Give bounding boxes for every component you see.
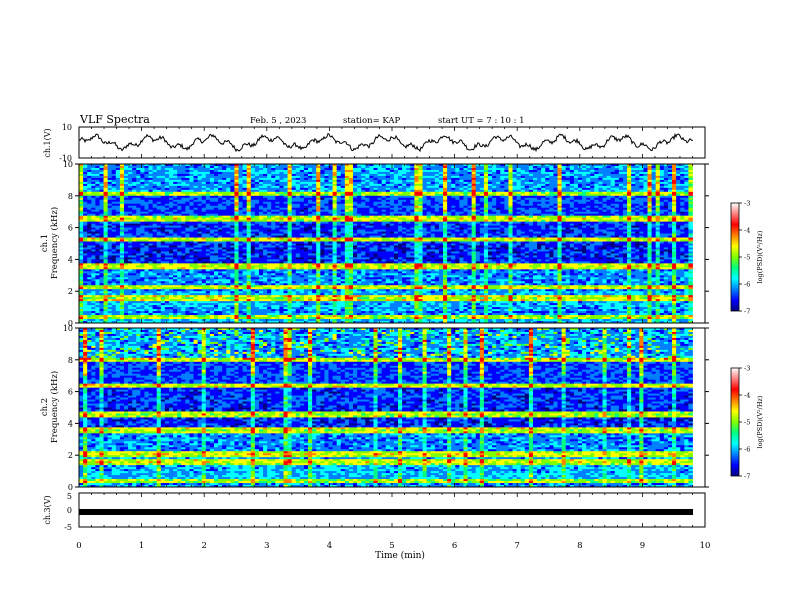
time-tick-label: 1 — [139, 541, 144, 551]
ch1-spectrogram-ylabel-line2: Frequency (kHz) — [49, 207, 60, 279]
ch1-colorbar: -3 -4 -5 -6 -7 log(PSD)(V²/Hz) — [730, 200, 764, 316]
colorbar-tick-label: -5 — [744, 254, 750, 262]
time-axis: 0 1 2 3 4 5 6 7 8 9 10 — [76, 127, 710, 551]
ch1-ytick-bottom: -10 — [59, 154, 72, 163]
start-time-label: start UT = 7 : 10 : 1 — [438, 116, 525, 126]
colorbar-tick-label: -3 — [744, 365, 750, 373]
colorbar-tick-label: -4 — [744, 392, 750, 400]
ch2-ytick-label: 10 — [63, 324, 73, 333]
time-tick-label: 5 — [389, 541, 394, 551]
colorbar-tick-label: -6 — [744, 446, 750, 454]
ch3-ytick-mid: 0 — [67, 506, 72, 515]
ch2-ytick-label: 4 — [68, 419, 73, 428]
colorbar-tick-label: -7 — [744, 308, 750, 316]
ch2-spectrogram-ylabel-line2: Frequency (kHz) — [49, 371, 60, 443]
ch1-ytick-label: 2 — [68, 287, 73, 296]
ch3-ytick-bottom: -5 — [64, 523, 72, 532]
time-tick-label: 4 — [327, 541, 332, 551]
ch1-colorbar-bar — [730, 202, 740, 312]
time-tick-label: 3 — [264, 541, 269, 551]
ch2-spectrogram-image — [79, 328, 693, 488]
ch2-spectrogram-panel: 0 2 4 6 8 10 ch.2 Frequency (kHz) — [40, 324, 709, 492]
ch1-ytick-label: 8 — [68, 192, 73, 201]
colorbar-tick-label: -4 — [744, 227, 750, 235]
ch1-ytick-label: 6 — [68, 224, 73, 233]
ch1-ytick-label: 10 — [63, 160, 73, 169]
ch1-waveform-ylabel: ch.1(V) — [43, 128, 52, 157]
ch2-colorbar: -3 -4 -5 -6 -7 log(PSD)(V²/Hz) — [730, 365, 764, 481]
ch1-spectrogram-ylabel-line1: ch.1 — [40, 234, 50, 252]
ch2-ytick-label: 2 — [68, 451, 73, 460]
time-tick-label: 2 — [201, 541, 206, 551]
ch2-spectrogram-ylabel-line1: ch.2 — [40, 398, 50, 416]
time-tick-label: 10 — [700, 541, 711, 551]
ch1-ytick-label: 4 — [68, 255, 73, 264]
figure-title: VLF Spectra — [79, 113, 150, 126]
ch3-waveform-line — [79, 509, 693, 515]
time-tick-label: 6 — [452, 541, 457, 551]
ch1-ytick-label: 0 — [68, 319, 73, 328]
ch3-waveform-panel: 5 0 -5 ch.3(V) — [43, 492, 706, 532]
ch2-ytick-label: 8 — [68, 356, 73, 365]
ch2-ytick-label: 6 — [68, 388, 73, 397]
ch1-colorbar-label: log(PSD)(V²/Hz) — [756, 230, 764, 283]
ch3-waveform-ylabel: ch.3(V) — [43, 495, 52, 524]
time-tick-label: 8 — [577, 541, 582, 551]
ch1-spectrogram-image — [79, 164, 693, 324]
time-axis-label: Time (min) — [375, 550, 425, 561]
ch1-spectrogram-panel: 0 2 4 6 8 10 ch.1 Frequency (kHz) — [40, 160, 709, 328]
ch1-waveform-panel: 10 -10 ch.1(V) — [43, 123, 706, 163]
colorbar-tick-label: -7 — [744, 473, 750, 481]
ch1-ytick-top: 10 — [62, 123, 72, 132]
time-tick-label: 7 — [514, 541, 519, 551]
ch2-colorbar-label: log(PSD)(V²/Hz) — [756, 395, 764, 448]
ch3-ytick-top: 5 — [67, 492, 72, 501]
ch1-waveform-frame — [78, 126, 706, 159]
colorbar-tick-label: -5 — [744, 419, 750, 427]
ch2-colorbar-bar — [730, 367, 740, 477]
ch1-waveform-line — [78, 132, 693, 153]
station-label: station= KAP — [343, 116, 401, 126]
ch2-ytick-label: 0 — [68, 483, 73, 492]
colorbar-tick-label: -3 — [744, 200, 750, 208]
colorbar-tick-label: -6 — [744, 281, 750, 289]
time-tick-label: 9 — [640, 541, 645, 551]
time-tick-label: 0 — [76, 541, 81, 551]
date-label: Feb. 5 , 2023 — [250, 116, 306, 126]
